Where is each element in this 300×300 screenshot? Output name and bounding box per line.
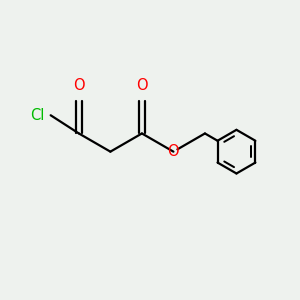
Text: Cl: Cl: [30, 108, 44, 123]
Text: O: O: [168, 144, 179, 159]
Text: O: O: [136, 78, 148, 93]
Text: O: O: [73, 78, 85, 93]
